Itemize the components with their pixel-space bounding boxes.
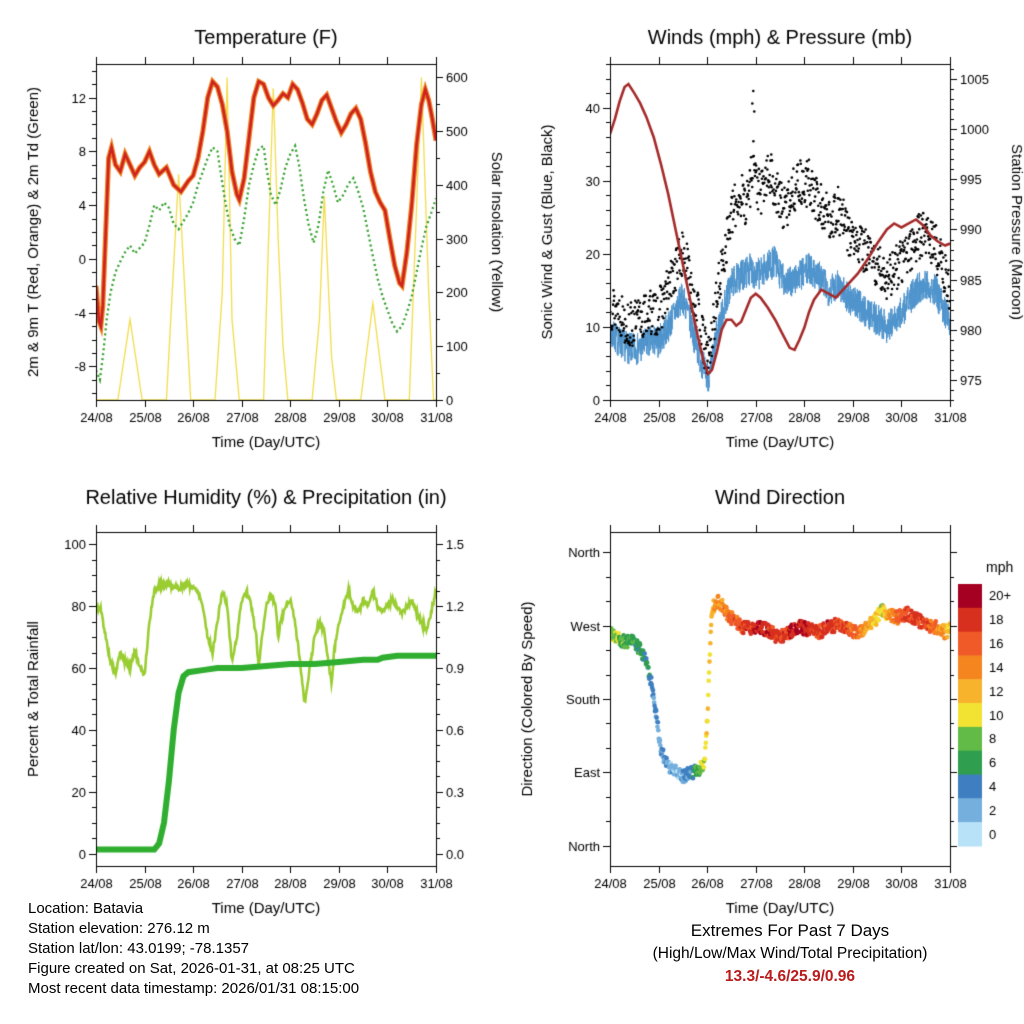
- extremes-block: Extremes For Past 7 Days (High/Low/Max W…: [556, 921, 1024, 986]
- station-latlon: Station lat/lon: 43.0199; -78.1357: [28, 940, 250, 957]
- wind-direction-chart: [512, 480, 1024, 960]
- extremes-values: 13.3/-4.6/25.9/0.96: [724, 968, 856, 985]
- extremes-subtitle: (High/Low/Max Wind/Total Precipitation): [652, 945, 928, 962]
- station-location: Location: Batavia: [28, 900, 144, 917]
- temperature-chart: [0, 0, 512, 480]
- station-info: Location: Batavia Station elevation: 276…: [28, 899, 359, 999]
- station-elevation: Station elevation: 276.12 m: [28, 920, 210, 937]
- figure-created: Figure created on Sat, 2026-01-31, at 08…: [28, 960, 355, 977]
- extremes-title: Extremes For Past 7 Days: [690, 921, 890, 940]
- humidity-precip-chart: [0, 480, 512, 960]
- data-timestamp: Most recent data timestamp: 2026/01/31 0…: [28, 980, 360, 997]
- winds-pressure-chart: [512, 0, 1024, 480]
